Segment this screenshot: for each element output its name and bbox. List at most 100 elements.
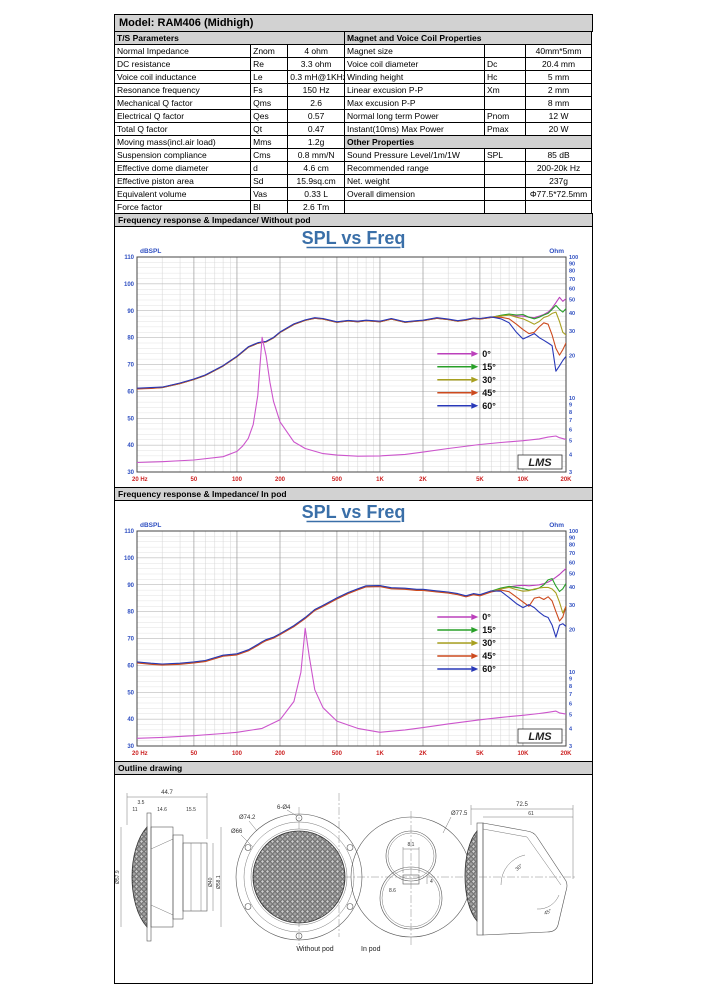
table-cell: Moving mass(incl.air load) (113, 135, 252, 149)
table-cell: d (250, 161, 289, 175)
svg-text:60: 60 (569, 286, 575, 292)
svg-text:Ohm: Ohm (549, 522, 564, 529)
table-cell: 20 W (525, 122, 592, 136)
svg-text:40: 40 (127, 717, 134, 723)
table-cell: Φ77.5*72.5mm (525, 187, 592, 201)
svg-text:LMS: LMS (528, 457, 552, 469)
svg-text:7: 7 (569, 418, 572, 424)
table-cell (483, 96, 527, 110)
table-cell: Overall dimension (344, 187, 485, 201)
svg-text:2K: 2K (419, 751, 427, 757)
table-cell: DC resistance (113, 57, 252, 71)
table-cell: Xm (483, 83, 527, 97)
dim-holes: 6-Ø4 (277, 805, 291, 811)
model-header: Model: RAM406 (Midhigh) (114, 14, 593, 32)
table-cell: Hc (483, 70, 527, 84)
dim-mid-depth: 14.6 (157, 807, 167, 813)
table-cell: 12 W (525, 109, 592, 123)
view-driver-front: 6-Ø4 Ø74.2 Ø66 (231, 805, 363, 947)
table-cell: Mms (250, 135, 289, 149)
table-row: Magnet size 40mm*5mm (344, 44, 592, 58)
svg-text:60°: 60° (482, 664, 496, 674)
svg-text:60°: 60° (482, 401, 496, 411)
table-row: Suspension compliance Cms 0.8 mm/N (113, 148, 345, 162)
table-cell: 4.6 cm (287, 161, 345, 175)
table-cell: Force factor (113, 200, 252, 214)
lms-watermark: LMS (517, 728, 563, 744)
svg-text:2K: 2K (419, 477, 427, 483)
svg-text:80: 80 (569, 269, 575, 275)
svg-text:60: 60 (127, 663, 134, 669)
table-cell: 15.9sq.cm (287, 174, 345, 188)
chart-series (137, 568, 566, 739)
svg-text:110: 110 (124, 255, 134, 261)
table-row: Resonance frequency Fs 150 Hz (113, 83, 345, 97)
table-cell: Mechanical Q factor (113, 96, 252, 110)
table-cell: 40mm*5mm (525, 44, 592, 58)
table-cell: Sound Pressure Level/1m/1W (344, 148, 485, 162)
table-row: Equivalent volume Vas 0.33 L (113, 187, 345, 201)
table-cell: 8 mm (525, 96, 592, 110)
table-cell: Dc (483, 57, 527, 71)
dim-dome-dia: Ø57.9 (115, 870, 121, 884)
dim-pod-dia: Ø77.5 (451, 811, 468, 817)
magnet-properties-table: Magnet and Voice Coil Properties Magnet s… (344, 31, 592, 214)
table-row: Effective dome diameter d 4.6 cm (113, 161, 345, 175)
table-cell: Effective dome diameter (113, 161, 252, 175)
svg-text:dBSPL: dBSPL (140, 522, 161, 529)
svg-text:90: 90 (569, 535, 575, 541)
chart-title: SPL vs Freq (302, 228, 405, 249)
svg-text:20K: 20K (560, 477, 572, 483)
svg-text:50: 50 (569, 297, 575, 303)
chart-legend: 0° 15° 30° 45° 60° (437, 349, 496, 411)
svg-text:80: 80 (127, 336, 134, 342)
ts-parameters-table: T/S Parameters Normal Impedance Znom 4 ohm D… (113, 31, 345, 214)
table-cell: Winding height (344, 70, 485, 84)
svg-text:100: 100 (232, 477, 243, 483)
table-cell: Pmax (483, 122, 527, 136)
section-header-without-pod: Frequency response & Impedance/ Without … (114, 213, 593, 227)
svg-text:100: 100 (124, 282, 135, 288)
svg-text:100: 100 (124, 556, 135, 562)
svg-text:100: 100 (232, 751, 243, 757)
svg-text:3: 3 (569, 744, 572, 750)
table-row: Max excusion P-P 8 mm (344, 96, 592, 110)
series-impedance (137, 336, 566, 464)
y-axis-left: dBSPL 110 100 90 80 70 60 50 40 30 (124, 248, 161, 476)
svg-text:50: 50 (127, 690, 134, 696)
svg-text:20: 20 (569, 354, 575, 360)
svg-text:200: 200 (275, 751, 286, 757)
label-in-pod: In pod (361, 946, 381, 953)
section-header-outline: Outline drawing (114, 761, 593, 775)
table-cell: Resonance frequency (113, 83, 252, 97)
table-cell (344, 200, 485, 214)
table-row: Winding height Hc 5 mm (344, 70, 592, 84)
table-cell: Vas (250, 187, 289, 201)
svg-text:20K: 20K (560, 751, 572, 757)
table-cell (483, 174, 527, 188)
section-header-row: Other Properties (344, 135, 592, 149)
svg-text:30: 30 (127, 470, 134, 476)
table-cell: 237g (525, 174, 592, 188)
table-cell: Pnom (483, 109, 527, 123)
table-row: Normal Impedance Znom 4 ohm (113, 44, 345, 58)
table-row: Electrical Q factor Qes 0.57 (113, 109, 345, 123)
svg-text:30: 30 (569, 603, 575, 609)
dim-inner-dia: Ø66 (231, 829, 243, 835)
table-cell: 150 Hz (287, 83, 345, 97)
table-cell: Qt (250, 122, 289, 136)
table-cell: 200-20k Hz (525, 161, 592, 175)
svg-text:20: 20 (569, 628, 575, 634)
svg-text:LMS: LMS (528, 731, 552, 743)
svg-text:500: 500 (332, 477, 343, 483)
svg-text:30°: 30° (482, 375, 496, 385)
table-cell: 2 mm (525, 83, 592, 97)
svg-text:4: 4 (569, 726, 573, 732)
svg-text:70: 70 (569, 551, 575, 557)
svg-text:30: 30 (569, 329, 575, 335)
svg-text:50: 50 (191, 751, 198, 757)
svg-text:6: 6 (569, 428, 572, 434)
svg-text:110: 110 (124, 529, 134, 535)
datasheet-page: Model: RAM406 (Midhigh) T/S Parameters No… (113, 14, 593, 984)
